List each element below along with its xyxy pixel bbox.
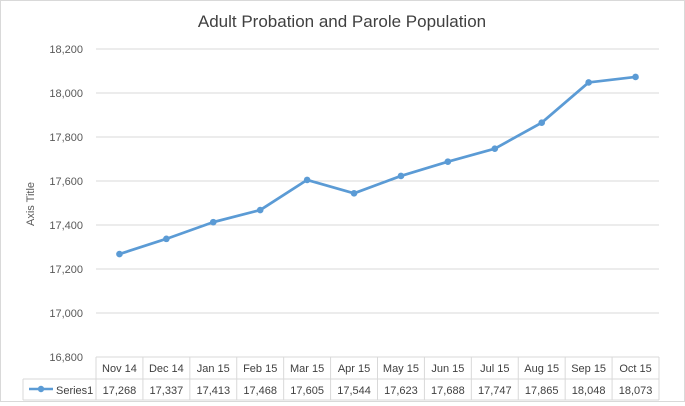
y-tick-label: 17,600	[49, 176, 83, 188]
data-table-value: 17,747	[478, 385, 512, 397]
data-table-value: 17,688	[431, 385, 465, 397]
data-table-value: 18,073	[619, 385, 653, 397]
data-point	[303, 176, 311, 184]
gridlines	[96, 48, 659, 358]
data-point	[209, 218, 217, 226]
data-point	[397, 172, 405, 180]
data-table: Nov 14 17,268 Dec 14 17,337 Jan 15 17,413 Feb …	[22, 356, 660, 401]
x-category-label: Jun 15	[431, 363, 464, 375]
x-category-label: Jan 15	[197, 363, 230, 375]
data-table-value: 17,468	[243, 385, 277, 397]
y-tick-label: 17,200	[49, 264, 83, 276]
data-table-value: 18,048	[572, 385, 606, 397]
x-category-label: Dec 14	[149, 363, 184, 375]
data-table-value: 17,544	[337, 385, 371, 397]
y-tick-label: 17,400	[49, 220, 83, 232]
y-axis-ticks: 16,800 17,000 17,200 17,400 17,600 17,800 18,0…	[49, 44, 83, 364]
data-point	[116, 250, 123, 258]
data-point	[444, 158, 452, 165]
x-category-label: Apr 15	[338, 363, 370, 375]
x-category-label: Nov 14	[102, 363, 137, 375]
x-category-label: Jul 15	[480, 363, 509, 375]
data-point	[538, 119, 546, 126]
legend-marker-key	[37, 385, 45, 393]
x-category-label: Aug 15	[524, 363, 559, 375]
y-tick-label: 18,200	[49, 44, 83, 56]
data-point	[585, 79, 592, 86]
data-table-value: 17,605	[290, 385, 324, 397]
y-tick-label: 17,800	[49, 132, 83, 144]
x-category-label: May 15	[383, 363, 419, 375]
y-axis-title: Axis Title	[25, 182, 37, 226]
data-table-value: 17,865	[525, 385, 559, 397]
y-tick-label: 18,000	[49, 88, 83, 100]
legend-series-name: Series1	[56, 385, 93, 397]
plot-series	[116, 73, 639, 258]
series-line	[119, 75, 636, 256]
chart-title: Adult Probation and Parole Population	[198, 12, 486, 31]
y-tick-label: 16,800	[49, 352, 83, 364]
data-table-value: 17,337	[150, 385, 184, 397]
data-point	[491, 145, 499, 152]
x-category-label: Mar 15	[290, 363, 324, 375]
data-point	[632, 73, 639, 81]
data-table-value: 17,268	[103, 385, 137, 397]
data-point	[163, 235, 170, 243]
y-tick-label: 17,000	[49, 308, 83, 320]
data-table-value: 17,623	[384, 385, 418, 397]
data-point	[350, 190, 358, 197]
x-category-label: Feb 15	[243, 363, 277, 375]
data-table-value: 17,413	[196, 385, 230, 397]
x-category-label: Oct 15	[619, 363, 651, 375]
x-category-label: Sep 15	[571, 363, 606, 375]
data-point	[256, 206, 264, 214]
